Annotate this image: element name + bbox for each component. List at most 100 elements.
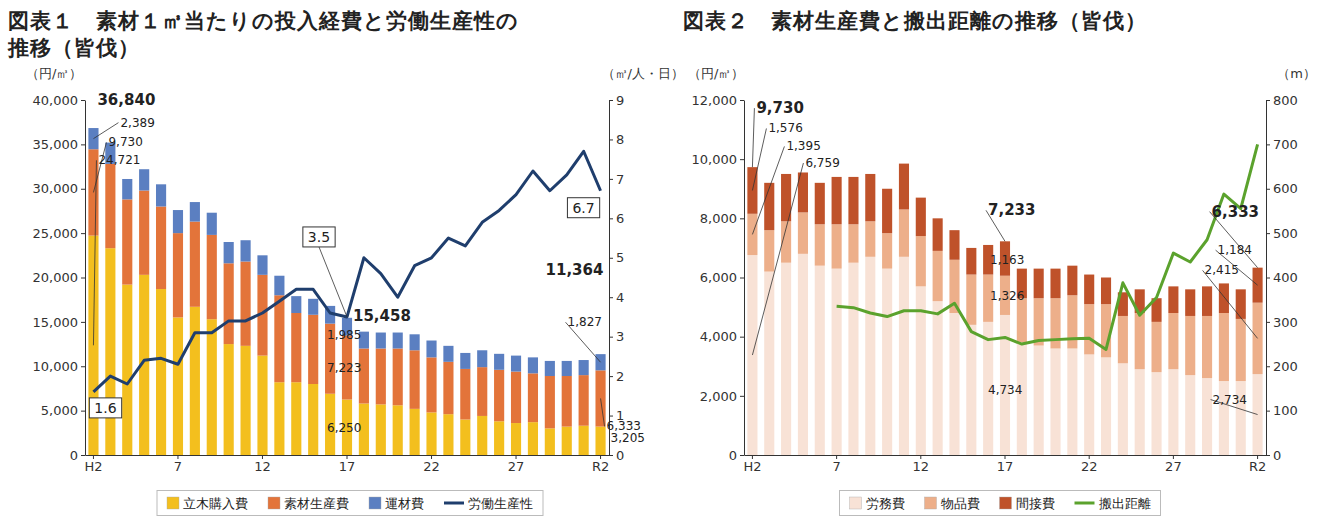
bar bbox=[545, 361, 555, 376]
bar bbox=[865, 257, 875, 455]
bar bbox=[190, 307, 200, 455]
tick-mark bbox=[609, 218, 613, 219]
bar bbox=[747, 214, 757, 255]
tick: 7 bbox=[609, 172, 624, 187]
annotation-box bbox=[89, 398, 121, 418]
annotation: 6.7 bbox=[567, 198, 599, 218]
annotation-text: 4,734 bbox=[988, 383, 1022, 397]
annotation: 1,395 bbox=[752, 139, 820, 234]
bar bbox=[241, 240, 251, 261]
bar bbox=[764, 230, 774, 271]
bar bbox=[949, 230, 959, 260]
leader-line bbox=[752, 108, 754, 167]
tick-mark bbox=[1266, 100, 1270, 101]
annotation-text: 9,730 bbox=[756, 99, 803, 117]
bar bbox=[595, 370, 605, 426]
tick: 17 bbox=[997, 455, 1014, 474]
tick-mark bbox=[1266, 322, 1270, 323]
annotation-text: 3.5 bbox=[308, 229, 330, 245]
bar bbox=[966, 275, 976, 325]
tick-mark bbox=[740, 100, 744, 101]
bar bbox=[832, 177, 842, 224]
bar bbox=[1118, 363, 1128, 455]
bar bbox=[1202, 286, 1212, 316]
tick-mark bbox=[81, 322, 85, 323]
bar bbox=[257, 356, 267, 455]
bar bbox=[477, 416, 487, 455]
tick: 9 bbox=[609, 93, 624, 108]
x-axis: H2712172227R2 bbox=[743, 455, 1266, 474]
bar bbox=[460, 420, 470, 456]
tick-label: 9 bbox=[616, 93, 624, 108]
tick-mark bbox=[81, 366, 85, 367]
tick-label: 27 bbox=[508, 459, 525, 474]
tick: 10,000 bbox=[33, 359, 86, 374]
bar bbox=[815, 266, 825, 455]
bar bbox=[1067, 295, 1077, 348]
bar bbox=[190, 202, 200, 222]
tick: 0 bbox=[70, 448, 85, 463]
annotation-text: 15,458 bbox=[353, 307, 411, 325]
annotation-text: 6,250 bbox=[327, 421, 361, 435]
tick-label: 7 bbox=[616, 172, 624, 187]
bar bbox=[308, 299, 318, 315]
tick: H2 bbox=[84, 455, 102, 474]
x-axis: H2712172227R2 bbox=[84, 455, 609, 474]
legend-item: 立木購入費 bbox=[167, 496, 248, 511]
bar bbox=[156, 289, 166, 455]
bar bbox=[443, 362, 453, 414]
tick: 4,000 bbox=[700, 329, 744, 344]
axis-line bbox=[744, 101, 745, 456]
bar bbox=[815, 183, 825, 224]
tick: 600 bbox=[1266, 181, 1298, 196]
bar bbox=[528, 357, 538, 373]
annotation-text: 1,326 bbox=[990, 289, 1024, 303]
tick-label: 22 bbox=[423, 459, 440, 474]
tick: 400 bbox=[1266, 270, 1298, 285]
bar bbox=[410, 350, 420, 409]
bar bbox=[781, 263, 791, 455]
tick-label: 20,000 bbox=[33, 270, 79, 285]
leader-line bbox=[319, 247, 347, 317]
tick-label: 15,000 bbox=[33, 315, 79, 330]
bar bbox=[1067, 266, 1077, 296]
bar bbox=[832, 224, 842, 268]
leader-line bbox=[752, 128, 766, 190]
bar bbox=[1084, 354, 1094, 455]
bar bbox=[257, 255, 267, 275]
annotation: 1,576 bbox=[752, 121, 802, 190]
annotation-text: 2,734 bbox=[1213, 393, 1247, 407]
bar bbox=[511, 423, 521, 455]
bar bbox=[1168, 313, 1178, 369]
tick: 10,000 bbox=[692, 152, 745, 167]
annotation: 1.6 bbox=[89, 398, 121, 418]
legend-item: 労働生産性 bbox=[444, 496, 533, 511]
y-axis: 05,00010,00015,00020,00025,00030,00035,0… bbox=[33, 93, 86, 463]
tick-label: 2,000 bbox=[700, 388, 737, 403]
bar bbox=[241, 262, 251, 346]
bar bbox=[579, 426, 589, 455]
tick-mark bbox=[1266, 455, 1270, 456]
bar bbox=[291, 382, 301, 455]
bar bbox=[1202, 378, 1212, 455]
bar bbox=[899, 257, 909, 455]
bar bbox=[1168, 286, 1178, 313]
tick-mark bbox=[609, 416, 613, 417]
tick: 12 bbox=[254, 455, 271, 474]
annotation-text: 2,389 bbox=[120, 116, 154, 130]
annotation-text: 1,163 bbox=[990, 253, 1024, 267]
tick-label: 400 bbox=[1273, 270, 1298, 285]
tick-label: 8,000 bbox=[700, 211, 737, 226]
legend-item: 運材費 bbox=[369, 496, 424, 511]
annotation-box bbox=[567, 198, 599, 218]
annotation: 7,223 bbox=[327, 361, 361, 375]
tick: 27 bbox=[508, 455, 525, 474]
tick: 6 bbox=[609, 211, 624, 226]
bar bbox=[359, 349, 369, 404]
annotation: 24,721 bbox=[93, 153, 140, 345]
bar bbox=[1118, 316, 1128, 363]
bar bbox=[899, 164, 909, 210]
bar bbox=[156, 207, 166, 290]
line bbox=[93, 151, 600, 392]
tick: 6,000 bbox=[700, 270, 744, 285]
